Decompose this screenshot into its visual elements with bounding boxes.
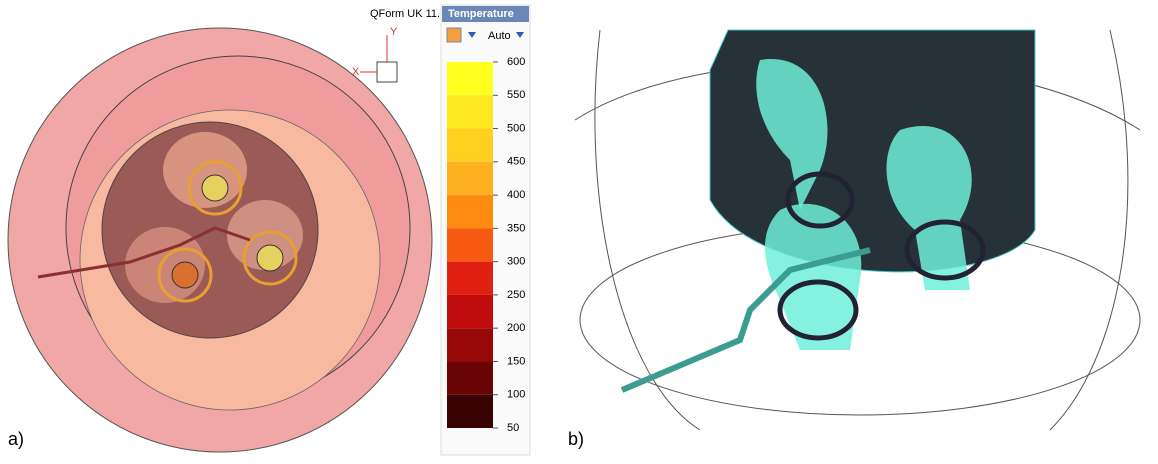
tick-label: 400 [507, 189, 525, 201]
color-band [447, 129, 493, 162]
tick-label: 500 [507, 122, 525, 134]
legend-mode[interactable]: Auto [488, 30, 511, 42]
panel-label: a) [8, 429, 24, 449]
palette-icon[interactable] [447, 28, 461, 42]
panel-b: b) [568, 30, 1140, 449]
color-band [447, 328, 493, 361]
tick-label: 50 [507, 422, 519, 434]
figure: Y X QForm UK 11.2.0.12 a) Temperature Au… [0, 0, 1158, 459]
view-cube [377, 62, 397, 82]
color-band [447, 295, 493, 328]
color-band [447, 195, 493, 228]
tick-label: 250 [507, 289, 525, 301]
tick-label: 150 [507, 355, 525, 367]
tick-label: 450 [507, 156, 525, 168]
color-band [447, 262, 493, 295]
tick-label: 600 [507, 56, 525, 68]
tick-label: 350 [507, 222, 525, 234]
tick-label: 200 [507, 322, 525, 334]
panel-a: Y X QForm UK 11.2.0.12 a) [8, 8, 471, 452]
tick-label: 100 [507, 389, 525, 401]
tick-label: 550 [507, 89, 525, 101]
color-band [447, 361, 493, 394]
color-band [447, 395, 493, 428]
legend: Temperature Auto 600 550 500 450 400 350 300 25… [441, 5, 530, 455]
axis-label: X [352, 66, 360, 78]
axis-label: Y [390, 26, 398, 38]
color-band [447, 228, 493, 261]
color-band [447, 162, 493, 195]
color-band [447, 62, 493, 95]
color-band [447, 95, 493, 128]
tick-label: 300 [507, 256, 525, 268]
panel-label: b) [568, 429, 584, 449]
legend-title: Temperature [448, 8, 514, 20]
